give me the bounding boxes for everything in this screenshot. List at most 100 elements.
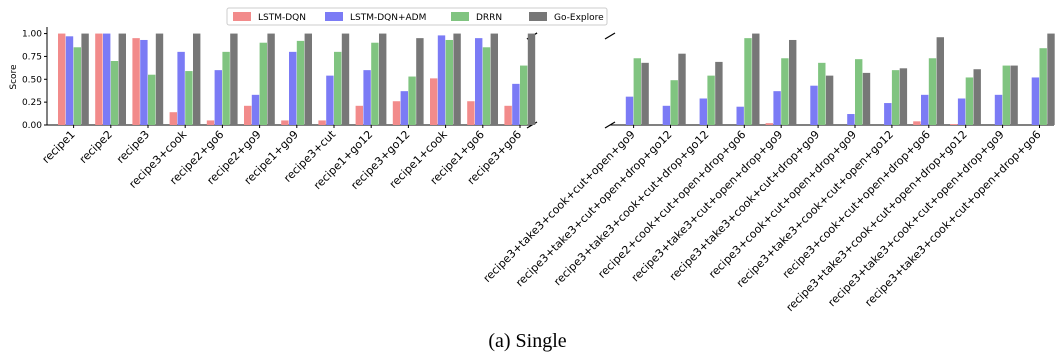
bar bbox=[251, 94, 260, 125]
legend-entry: LSTM-DQN+ADM bbox=[350, 13, 426, 23]
x-tick-label: recipe3+take3+cook+cut+open+drop+go6 bbox=[862, 128, 1043, 309]
bar bbox=[214, 70, 222, 125]
bar bbox=[110, 61, 119, 125]
bar bbox=[825, 75, 834, 125]
bar bbox=[678, 53, 686, 125]
bar bbox=[467, 101, 475, 125]
bar bbox=[326, 75, 334, 125]
bar bbox=[185, 71, 193, 125]
bar bbox=[400, 91, 408, 125]
bar bbox=[244, 105, 252, 125]
bar bbox=[482, 47, 491, 125]
legend-swatch bbox=[233, 12, 251, 21]
bar bbox=[222, 51, 230, 125]
bar bbox=[1047, 33, 1055, 125]
bar bbox=[118, 33, 126, 125]
bar bbox=[363, 70, 371, 125]
bar bbox=[475, 38, 483, 125]
bar bbox=[527, 33, 536, 125]
bar bbox=[504, 105, 512, 125]
axis-break-mark bbox=[604, 121, 616, 129]
bar bbox=[437, 35, 446, 125]
bar bbox=[921, 94, 929, 125]
bar bbox=[965, 77, 974, 125]
x-tick-label: recipe3+take3+cook+cut+open+drop+go9 bbox=[825, 128, 1006, 309]
bar bbox=[490, 33, 498, 125]
axis-break-mark bbox=[604, 32, 616, 40]
bar bbox=[371, 42, 379, 125]
bar bbox=[267, 33, 275, 125]
bar bbox=[625, 96, 634, 125]
bar bbox=[670, 80, 678, 125]
bar bbox=[281, 120, 289, 125]
bar bbox=[155, 33, 164, 125]
bar bbox=[862, 72, 871, 125]
bar-chart: LSTM-DQN LSTM-DQN+ADM DRRN Go-Explore 0.00 0… bbox=[9, 7, 1055, 314]
bar bbox=[773, 91, 781, 125]
bar bbox=[891, 70, 900, 125]
bar bbox=[633, 58, 641, 126]
bar bbox=[736, 106, 744, 125]
bar bbox=[416, 38, 424, 125]
bar bbox=[913, 121, 921, 125]
bar bbox=[520, 65, 528, 125]
bar bbox=[818, 62, 826, 125]
bar bbox=[884, 103, 892, 125]
y-tick-label: 0.25 bbox=[22, 98, 42, 108]
bar bbox=[445, 39, 453, 125]
bar bbox=[1031, 77, 1040, 125]
legend-box bbox=[226, 7, 608, 26]
legend-swatch bbox=[529, 12, 547, 21]
bar bbox=[379, 33, 387, 125]
x-tick-labels: recipe1 recipe2 recipe3recipe3+cookrecipe2… bbox=[40, 127, 1044, 314]
bar bbox=[699, 98, 707, 125]
bar bbox=[81, 33, 89, 125]
bar bbox=[744, 38, 752, 125]
bar bbox=[752, 33, 760, 125]
bar bbox=[103, 33, 111, 125]
bar bbox=[355, 105, 363, 125]
bar bbox=[899, 68, 908, 125]
bar bbox=[408, 76, 416, 125]
bar bbox=[230, 33, 238, 125]
bar bbox=[765, 123, 773, 125]
bar bbox=[453, 33, 461, 125]
bar bbox=[1002, 65, 1010, 125]
bar bbox=[58, 33, 66, 125]
bar bbox=[259, 42, 267, 125]
bar bbox=[289, 51, 297, 125]
bar bbox=[994, 94, 1003, 125]
legend-entry: DRRN bbox=[476, 13, 502, 23]
bar bbox=[304, 33, 312, 125]
y-tick-label: 0.50 bbox=[22, 75, 42, 85]
bar bbox=[206, 120, 215, 125]
bar bbox=[193, 33, 201, 125]
bar bbox=[928, 58, 937, 126]
bar bbox=[781, 58, 789, 126]
legend-swatch bbox=[325, 12, 343, 21]
y-tick-label: 0.00 bbox=[22, 121, 42, 131]
bar bbox=[177, 51, 185, 125]
bars bbox=[58, 33, 1055, 126]
x-tick-label: recipe2 bbox=[77, 128, 115, 166]
bar bbox=[148, 74, 156, 125]
bar bbox=[957, 98, 966, 125]
bar bbox=[810, 85, 818, 125]
bar bbox=[318, 120, 326, 125]
legend-entry: Go-Explore bbox=[554, 13, 604, 23]
y-tick-label: 0.75 bbox=[22, 52, 42, 62]
bar bbox=[73, 47, 81, 125]
bar bbox=[789, 39, 797, 125]
bar bbox=[707, 75, 715, 125]
bar bbox=[715, 61, 723, 125]
bar bbox=[662, 105, 671, 125]
bar bbox=[169, 112, 177, 125]
legend-entry: LSTM-DQN bbox=[258, 13, 306, 23]
bar bbox=[936, 37, 944, 126]
bar bbox=[392, 101, 401, 125]
x-tick-label: recipe1 bbox=[40, 128, 78, 166]
figure-caption: (a) Single bbox=[488, 330, 567, 352]
bar bbox=[430, 78, 438, 125]
bar bbox=[296, 40, 305, 125]
bar bbox=[341, 33, 350, 125]
